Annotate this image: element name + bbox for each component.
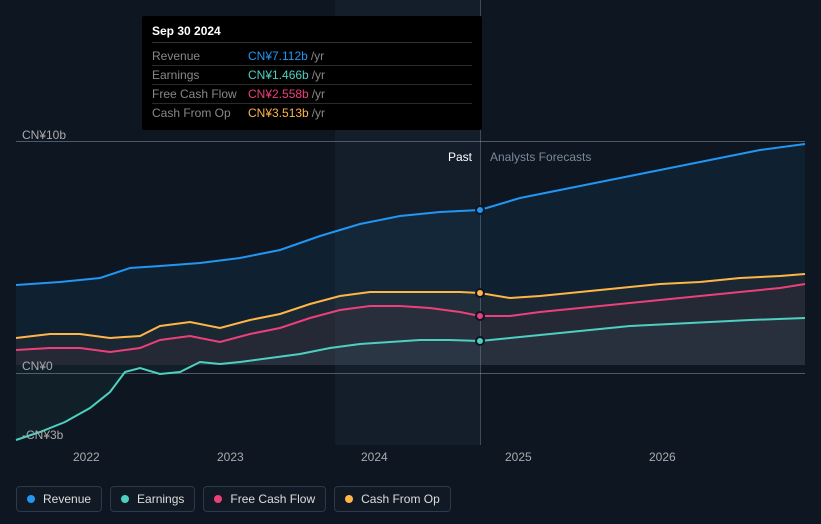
legend-label: Revenue [43,492,91,506]
tooltip-row: EarningsCN¥1.466b/yr [152,66,472,85]
financial-chart: Past Analysts Forecasts CN¥10b CN¥0 -CN¥3b… [0,0,821,524]
y-axis-label: -CN¥3b [22,428,63,442]
legend-item-earnings[interactable]: Earnings [110,486,195,512]
tooltip-metric-value: CN¥1.466b [248,68,309,82]
tooltip-metric-label: Revenue [152,49,248,63]
legend-label: Earnings [137,492,184,506]
legend-label: Free Cash Flow [230,492,315,506]
tooltip-metric-unit: /yr [312,87,325,101]
legend-dot-icon [27,495,35,503]
legend-dot-icon [214,495,222,503]
marker-revenue [475,205,485,215]
legend-dot-icon [121,495,129,503]
legend: Revenue Earnings Free Cash Flow Cash From O… [16,486,451,512]
tooltip-metric-label: Earnings [152,68,248,82]
gridline-zero [16,373,805,374]
x-axis-label: 2026 [649,450,676,464]
legend-item-cash-from-op[interactable]: Cash From Op [334,486,451,512]
y-axis-label: CN¥0 [22,359,53,373]
tooltip-metric-value: CN¥2.558b [248,87,309,101]
x-axis-label: 2022 [73,450,100,464]
y-axis-label: CN¥10b [22,128,66,142]
legend-dot-icon [345,495,353,503]
tooltip-row: Free Cash FlowCN¥2.558b/yr [152,85,472,104]
tooltip-metric-unit: /yr [312,68,325,82]
tooltip-row: RevenueCN¥7.112b/yr [152,47,472,66]
x-axis-label: 2025 [505,450,532,464]
marker-free_cash_flow [475,311,485,321]
legend-label: Cash From Op [361,492,440,506]
marker-cash_from_op [475,288,485,298]
tooltip-metric-label: Cash From Op [152,106,248,120]
tooltip-metric-unit: /yr [311,49,324,63]
tooltip-row: Cash From OpCN¥3.513b/yr [152,104,472,122]
x-axis-label: 2024 [361,450,388,464]
tooltip-date: Sep 30 2024 [152,24,472,43]
legend-item-revenue[interactable]: Revenue [16,486,102,512]
legend-item-free-cash-flow[interactable]: Free Cash Flow [203,486,326,512]
gridline-top [16,141,805,142]
tooltip-metric-value: CN¥3.513b [248,106,309,120]
x-axis-label: 2023 [217,450,244,464]
past-label: Past [448,150,472,164]
tooltip-metric-unit: /yr [312,106,325,120]
tooltip-metric-value: CN¥7.112b [248,49,308,63]
tooltip-metric-label: Free Cash Flow [152,87,248,101]
forecast-label: Analysts Forecasts [490,150,591,164]
marker-earnings [475,336,485,346]
hover-tooltip: Sep 30 2024 RevenueCN¥7.112b/yrEarningsC… [142,16,482,130]
